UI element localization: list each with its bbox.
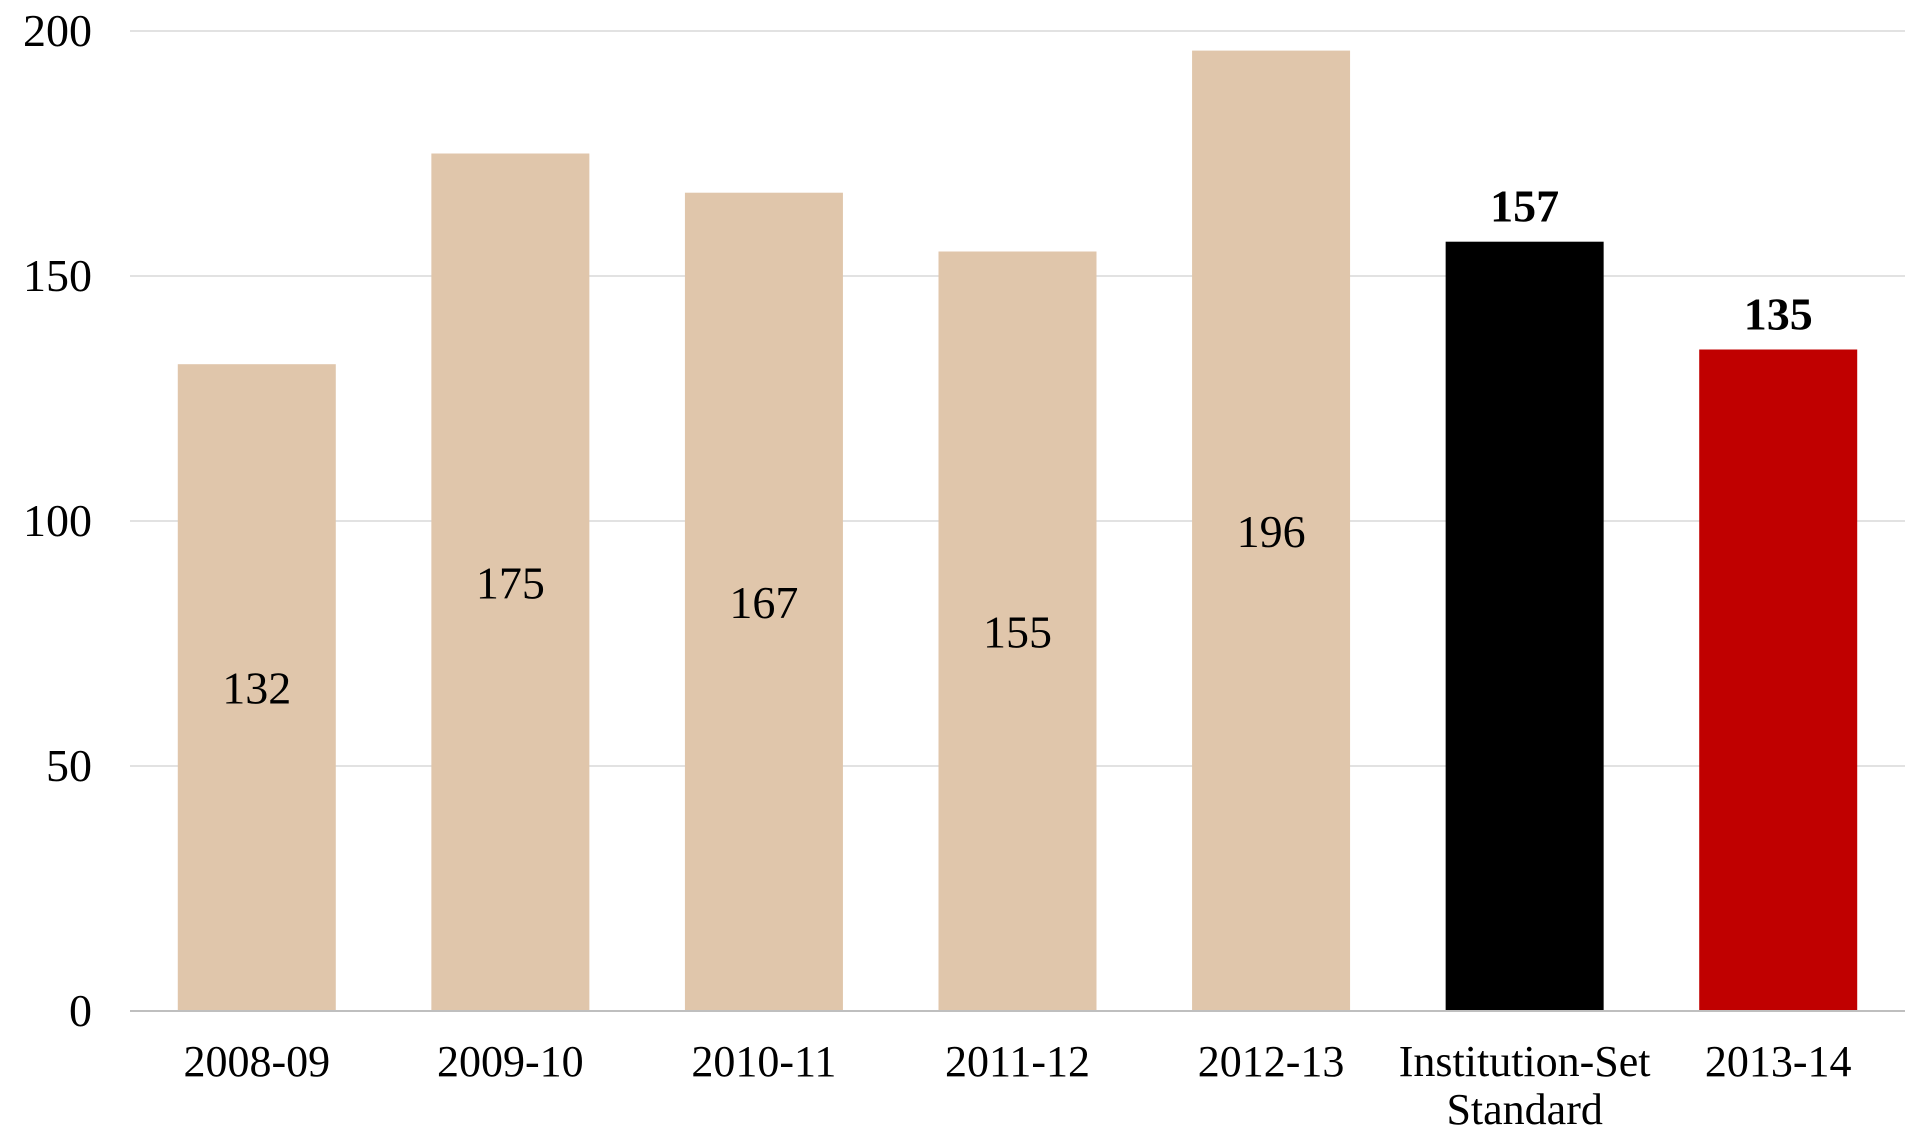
x-tick-label: 2012-13 [1198, 1037, 1345, 1086]
y-tick-label: 150 [23, 250, 92, 301]
bar-4 [1192, 50, 1351, 1012]
bar-0 [177, 364, 336, 1011]
data-label-1: 175 [476, 557, 545, 608]
x-tick-label: Institution-Set [1399, 1037, 1651, 1086]
data-label-5: 157 [1490, 181, 1559, 232]
data-label-6: 135 [1744, 289, 1813, 340]
data-label-2: 167 [729, 577, 798, 628]
bar-2 [684, 192, 843, 1011]
bars [177, 50, 1858, 1012]
y-tick-label: 50 [46, 740, 92, 791]
x-tick-label: 2009-10 [437, 1037, 584, 1086]
x-tick-label: 2008-09 [183, 1037, 330, 1086]
data-label-0: 132 [222, 663, 291, 714]
x-tick-label: 2010-11 [691, 1037, 836, 1086]
data-label-4: 196 [1237, 506, 1306, 557]
y-tick-label: 200 [23, 5, 92, 56]
y-axis-ticks: 0 50 100 150 200 [23, 5, 92, 1036]
x-tick-label: 2011-12 [945, 1037, 1090, 1086]
x-tick-label: Standard [1446, 1085, 1602, 1129]
y-tick-label: 100 [23, 495, 92, 546]
data-label-3: 155 [983, 606, 1052, 657]
bar-3 [938, 251, 1097, 1011]
x-tick-label: 2013-14 [1705, 1037, 1852, 1086]
y-tick-label: 0 [69, 985, 92, 1036]
bar-1 [431, 153, 590, 1011]
data-labels: 132 175 167 155 196 157 135 [222, 181, 1812, 714]
bar-5 [1445, 241, 1604, 1011]
category-labels: 2008-09 2009-10 2010-11 2011-12 2012-13 Insti… [183, 1037, 1851, 1129]
bar-6 [1699, 349, 1858, 1011]
